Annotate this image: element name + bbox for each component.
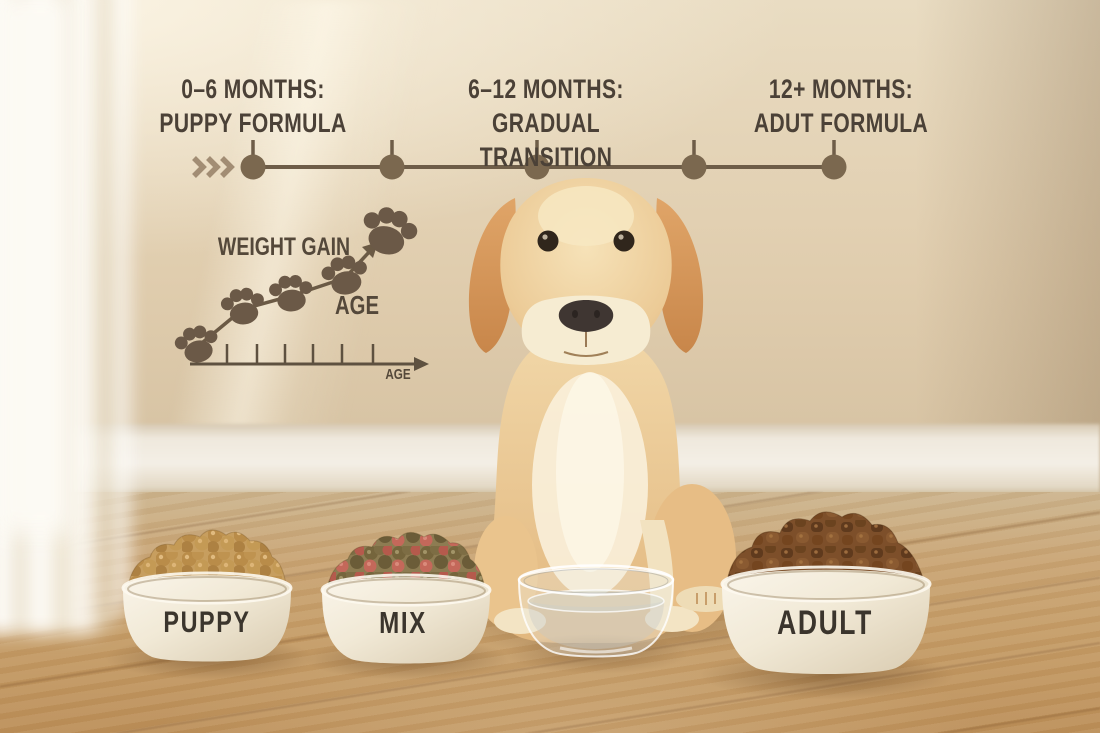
puppy-ear-left — [468, 198, 516, 353]
puppy-bowl-label: PUPPY — [163, 606, 251, 639]
growth-chart-graphic — [172, 201, 429, 371]
puppy-front-paw-left — [494, 608, 546, 634]
puppy-body — [474, 330, 736, 643]
puppy-ear-right — [656, 198, 704, 353]
mix-bowl-label: MIX — [379, 605, 427, 640]
chart-x-axis-label: AGE — [385, 366, 411, 383]
puppy-head — [500, 178, 672, 365]
puppy-mouth — [563, 351, 609, 357]
water-bowl-shadow — [504, 634, 690, 674]
mix-kibble-mound — [325, 532, 487, 595]
timeline-graphic — [192, 140, 847, 180]
adult-bowl — [720, 511, 932, 674]
water-bowl — [517, 564, 675, 658]
puppy-bowl-body — [123, 575, 291, 662]
adult-bowl-label: ADULT — [777, 604, 873, 642]
stage-3-plan: ADUT FORMULA — [753, 108, 929, 138]
chart-inline-age-label: AGE — [335, 290, 379, 320]
stage-2-period: 6–12 MONTHS: — [468, 74, 624, 104]
puppy-front-paw-right — [645, 606, 699, 632]
puppy-kibble-mound — [126, 529, 288, 593]
puppy-bowl — [121, 529, 293, 662]
x-axis-ticks — [225, 344, 375, 363]
chart-title: WEIGHT GAIN — [217, 233, 351, 261]
timeline-stage-1: 0–6 MONTHS: PUPPY FORMULA — [123, 72, 383, 140]
timeline-markers — [240, 154, 847, 180]
timeline-stage-2: 6–12 MONTHS: GRADUAL TRANSITION — [416, 72, 676, 174]
stage-1-plan: PUPPY FORMULA — [159, 108, 347, 138]
puppy-front-leg — [640, 520, 674, 615]
timeline-stage-3: 12+ MONTHS: ADUT FORMULA — [711, 72, 971, 140]
puppy-haunch-left — [474, 516, 538, 628]
arrow-right-icon — [414, 357, 429, 371]
adult-bowl-body — [722, 569, 930, 674]
puppy-nose — [558, 300, 614, 332]
window-light-beam — [120, 0, 480, 490]
triple-chevron-icon — [192, 156, 235, 178]
water-surface — [527, 589, 665, 613]
mix-bowl — [320, 532, 492, 664]
stage-2-plan: GRADUAL TRANSITION — [479, 108, 613, 172]
wall-shade — [915, 0, 1100, 497]
growth-line — [195, 276, 346, 349]
stage-3-period: 12+ MONTHS: — [768, 74, 914, 104]
window-light — [0, 0, 72, 534]
stage-1-period: 0–6 MONTHS: — [181, 74, 325, 104]
water — [528, 601, 664, 649]
mix-bowl-body — [322, 577, 490, 664]
